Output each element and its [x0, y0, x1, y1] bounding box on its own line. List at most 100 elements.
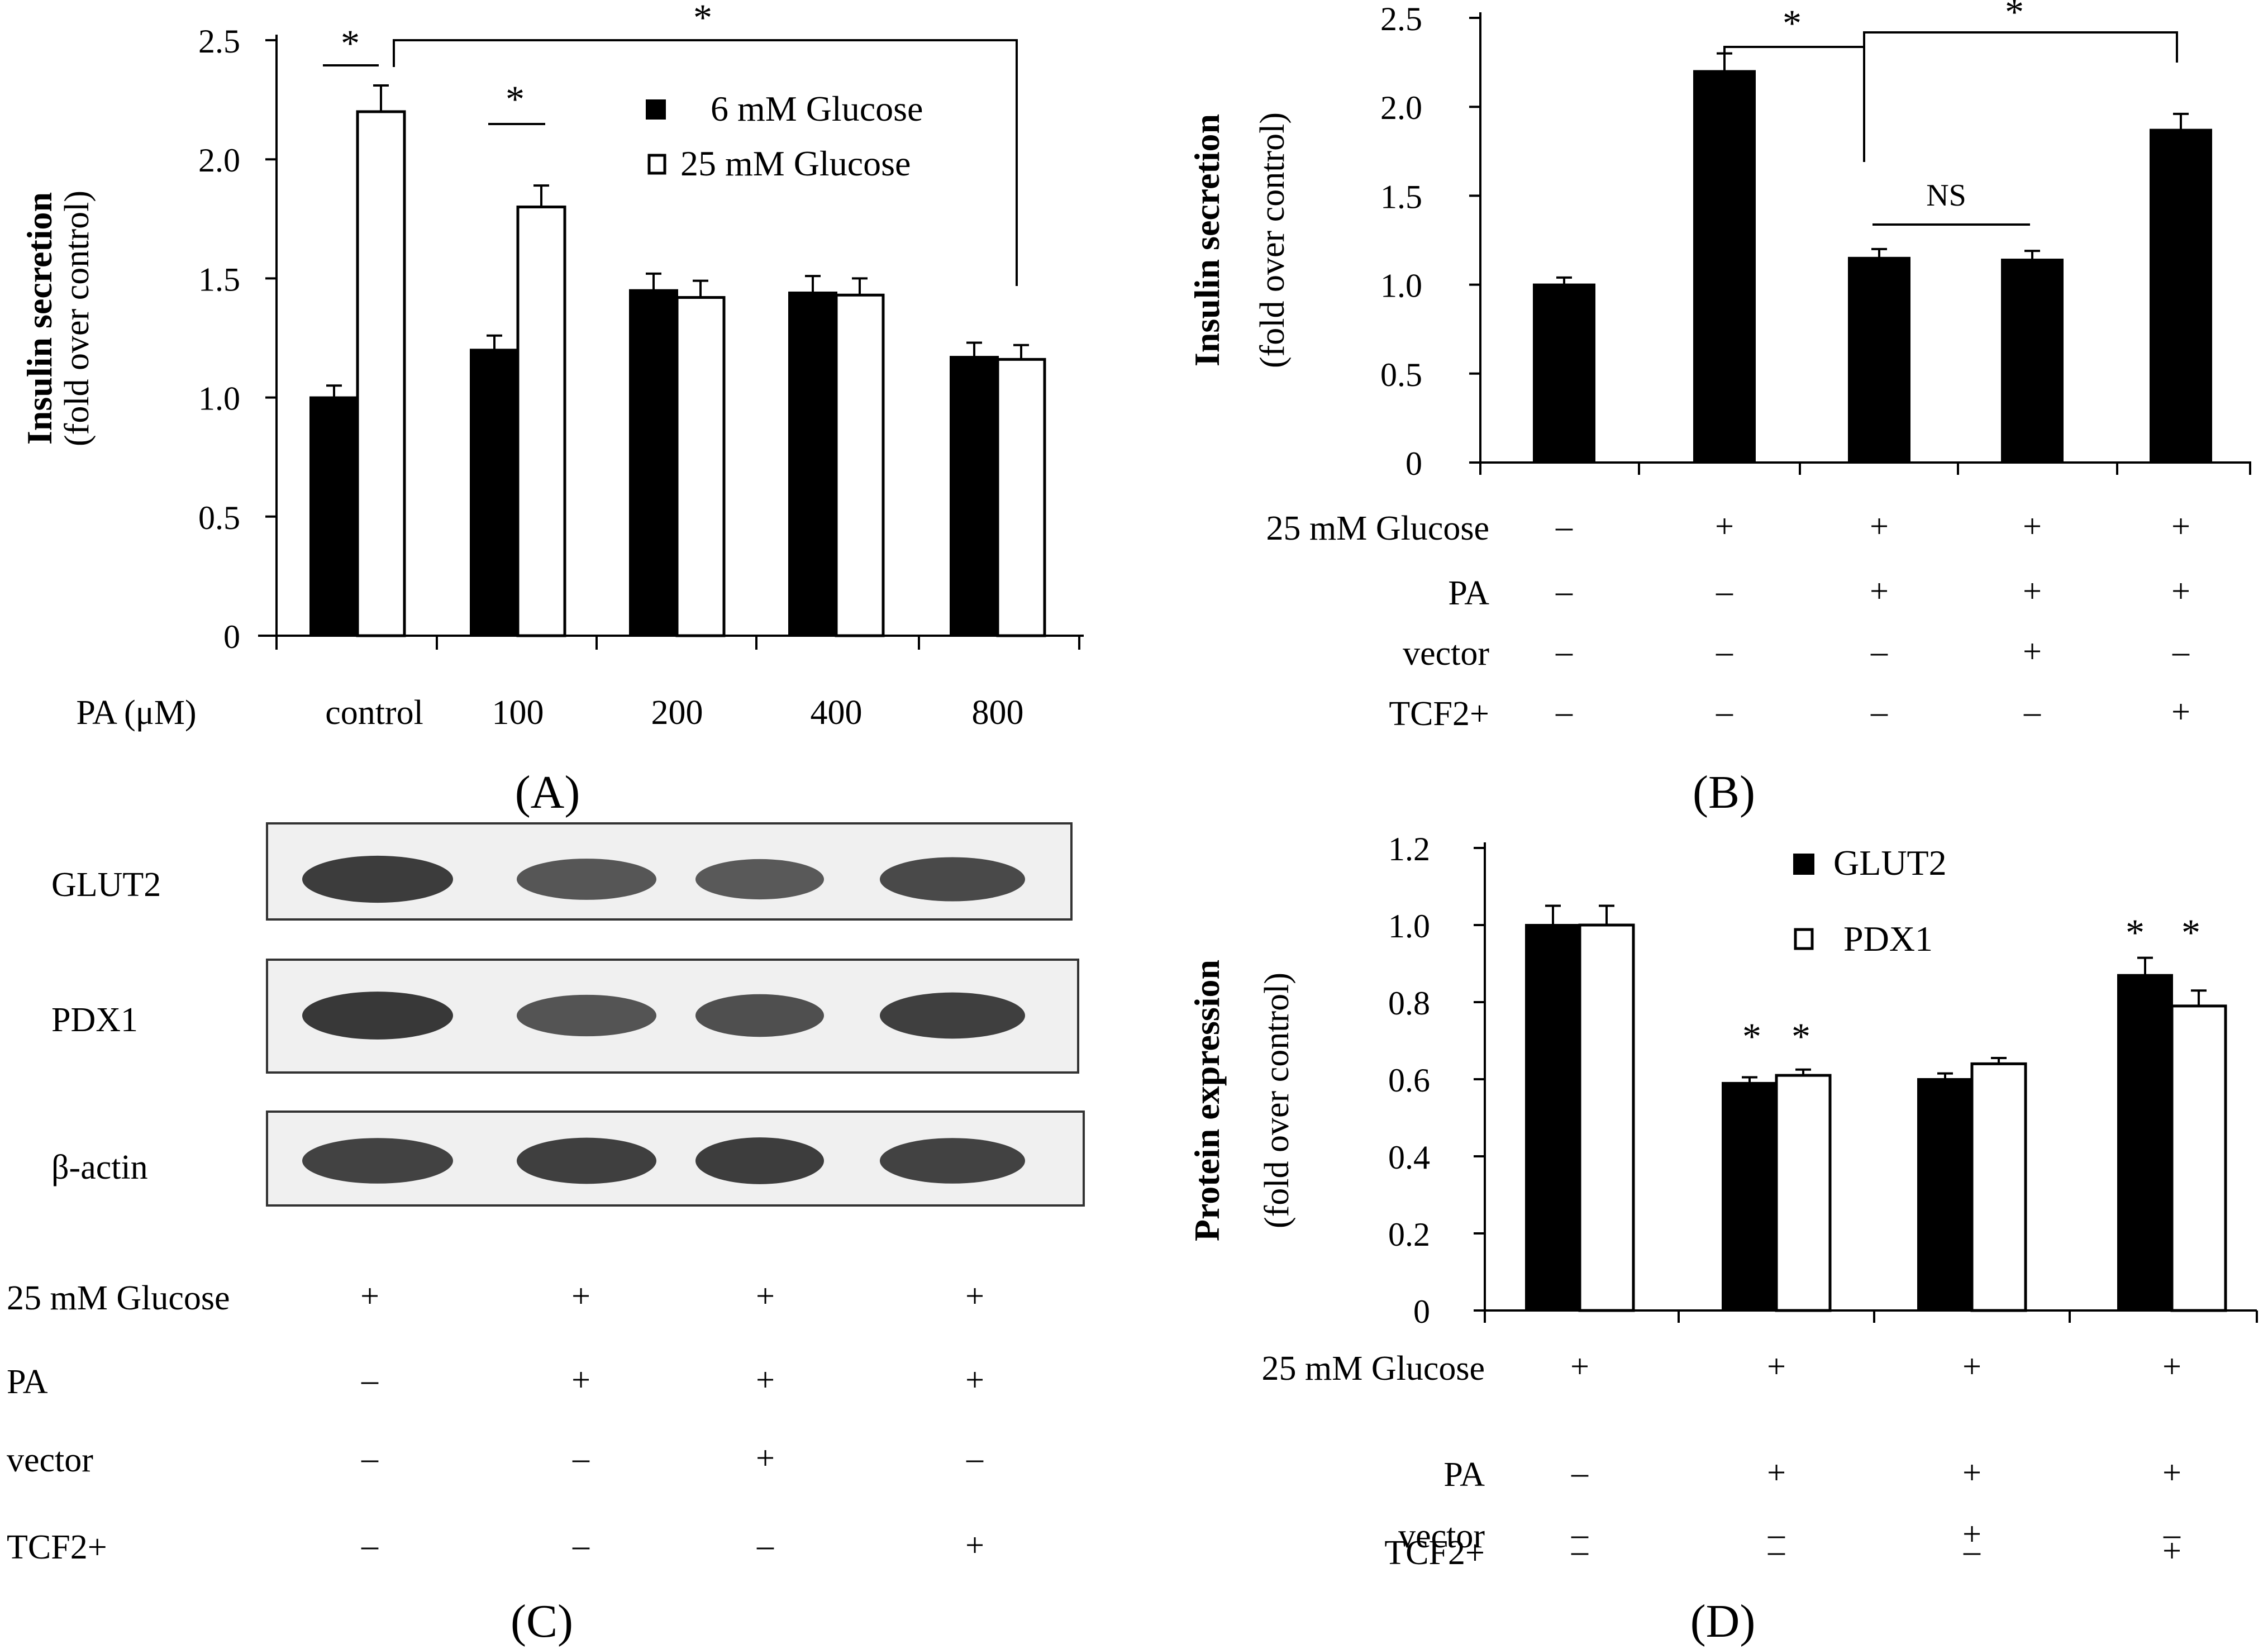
panel-c-label: (C): [511, 1595, 573, 1647]
panel-b-y-axis-title: Insulin secretion: [1187, 114, 1227, 366]
panel-d-condition-mark: +: [1962, 1515, 1981, 1552]
panel-c-condition-mark: –: [966, 1440, 984, 1476]
panel-d-legend-label: PDX1: [1843, 919, 1933, 959]
panel-d-condition-mark: +: [2162, 1348, 2181, 1385]
panel-d-condition-mark: +: [2162, 1532, 2181, 1569]
panel-a-significance-bracket: [393, 39, 1018, 286]
panel-b-y-tick-label: 1.0: [1380, 268, 1422, 304]
panel-d-y-tick-label: 0.4: [1388, 1139, 1430, 1176]
panel-b: 0 0.5 1.0 1.5 2.0 2.5 Insulin secretion (fold o…: [1187, 0, 2251, 818]
blot-band: [517, 859, 656, 900]
panel-d-condition-mark: –: [1767, 1532, 1785, 1569]
panel-a-y-axis-title: Insulin secretion: [20, 192, 59, 445]
panel-a-bar-25mm-0: [356, 110, 406, 637]
blot-band: [517, 1137, 656, 1184]
panel-d-condition-mark: +: [2162, 1454, 2181, 1491]
panel-d-bar-glut2-1: [1722, 1081, 1778, 1312]
panel-d-label: (D): [1690, 1595, 1756, 1647]
panel-b-condition-mark: –: [1555, 633, 1573, 670]
blot-band: [302, 1138, 453, 1184]
panel-a-y-tick-label: 0.5: [198, 499, 240, 536]
panel-d-condition-label: vector: [1398, 1517, 1485, 1555]
panel-d-condition-label: TCF2+: [1384, 1534, 1485, 1572]
panel-a-bar-6mm-2: [629, 289, 678, 637]
blot-band: [517, 994, 656, 1037]
panel-b-condition-mark: +: [2171, 573, 2190, 609]
blot-band: [880, 1138, 1025, 1184]
blot-band: [302, 992, 453, 1040]
panel-d-y-tick-label: 1.0: [1388, 908, 1430, 945]
panel-d-bar-glut2-2: [1917, 1078, 1973, 1312]
panel-b-condition-mark: +: [2023, 633, 2042, 670]
panel-c-condition-mark: –: [361, 1440, 379, 1476]
panel-b-bar-0: [1533, 283, 1595, 464]
panel-c-condition-mark: +: [756, 1361, 775, 1398]
panel-a-y-axis-subtitle: (fold over control): [58, 190, 96, 446]
panel-b-y-tick-label: 0: [1405, 445, 1422, 482]
panel-b-condition-mark: –: [1555, 573, 1573, 609]
panel-a-bar-25mm-4: [996, 358, 1046, 637]
panel-b-condition-mark: –: [1716, 633, 1733, 670]
blot-band: [880, 857, 1025, 902]
blot-band: [695, 994, 824, 1037]
panel-b-condition-label: 25 mM Glucose: [1266, 509, 1489, 547]
panel-b-condition-mark: +: [2171, 693, 2190, 730]
panel-c: GLUT2 PDX1 β-actin 25 mM Glucose + + + + PA – + + + v…: [7, 822, 1085, 1647]
panel-d-y-tick-label: 1.2: [1388, 831, 1430, 868]
panel-a-legend-label: 6 mM Glucose: [711, 89, 923, 128]
panel-d-legend-swatch-pdx1: [1794, 928, 1814, 950]
panel-a-bar-6mm-0: [309, 396, 359, 637]
panel-a-bar-25mm-2: [675, 296, 726, 637]
panel-c-condition-mark: +: [571, 1361, 590, 1398]
panel-c-condition-mark: –: [361, 1527, 379, 1564]
panel-c-condition-mark: –: [756, 1527, 774, 1564]
panel-d-condition-mark: –: [1571, 1532, 1589, 1569]
panel-d-condition-label: 25 mM Glucose: [1261, 1350, 1485, 1388]
panel-d-condition-mark: +: [1962, 1454, 1981, 1491]
panel-c-condition-mark: +: [571, 1278, 590, 1314]
panel-b-condition-mark: –: [2172, 633, 2190, 670]
panel-b-significance-bracket: [1863, 31, 2178, 63]
panel-a-label: (A): [515, 766, 580, 818]
panel-b-condition-mark: +: [1870, 508, 1889, 545]
panel-a-significance-star: *: [341, 22, 360, 64]
panel-a-x-tick-label: 400: [811, 694, 863, 732]
panel-d-condition-mark: –: [1963, 1532, 1981, 1569]
panel-a-y-tick-label: 2.5: [198, 23, 240, 60]
panel-d-legend-label: GLUT2: [1833, 843, 1947, 883]
blot-band: [695, 859, 824, 900]
panel-b-condition-label: PA: [1448, 574, 1489, 612]
panel-d-y-tick-label: 0.8: [1388, 985, 1430, 1022]
panel-b-bar-3: [2001, 259, 2064, 464]
panel-d-significance-star: *: [2126, 911, 2145, 954]
panel-d-condition-mark: –: [2163, 1515, 2181, 1552]
blot-band: [695, 1137, 824, 1184]
panel-a-y-tick-label: 1.0: [198, 380, 240, 417]
panel-c-condition-label: 25 mM Glucose: [7, 1279, 230, 1317]
panel-d-condition-mark: +: [1570, 1348, 1589, 1385]
panel-a-x-axis-label: PA (μM): [76, 694, 196, 732]
panel-b-condition-mark: +: [2023, 573, 2042, 609]
panel-a-significance-star: *: [506, 78, 525, 120]
panel-d-y-axis-title: Protein expression: [1187, 960, 1227, 1241]
panel-b-ns-label: NS: [1926, 178, 1966, 213]
panel-a: 0 0.5 1.0 1.5 2.0 2.5 control 100 200 400 800 PA (μ…: [20, 0, 1084, 818]
panel-c-condition-mark: +: [965, 1361, 984, 1398]
panel-b-condition-mark: –: [1870, 633, 1888, 670]
panel-d-bar-pdx1-0: [1578, 923, 1635, 1312]
panel-a-y-tick-label: 1.5: [198, 261, 240, 298]
panel-b-condition-mark: –: [1716, 693, 1733, 730]
panel-b-condition-mark: +: [2023, 508, 2042, 545]
panel-a-bar-6mm-3: [788, 291, 837, 637]
panel-d-bar-glut2-0: [1525, 924, 1581, 1312]
panel-c-condition-label: vector: [7, 1441, 93, 1479]
panel-c-condition-mark: –: [572, 1527, 590, 1564]
panel-c-condition-mark: –: [572, 1440, 590, 1476]
panel-a-bar-6mm-1: [470, 349, 519, 637]
panel-a-x-tick-label: 200: [651, 694, 703, 732]
panel-d-condition-mark: –: [1571, 1454, 1589, 1491]
panel-c-condition-mark: +: [756, 1440, 775, 1476]
panel-b-condition-mark: –: [1555, 508, 1573, 545]
panel-d-condition-mark: –: [1767, 1515, 1785, 1552]
panel-d-bar-pdx1-2: [1970, 1062, 2027, 1312]
